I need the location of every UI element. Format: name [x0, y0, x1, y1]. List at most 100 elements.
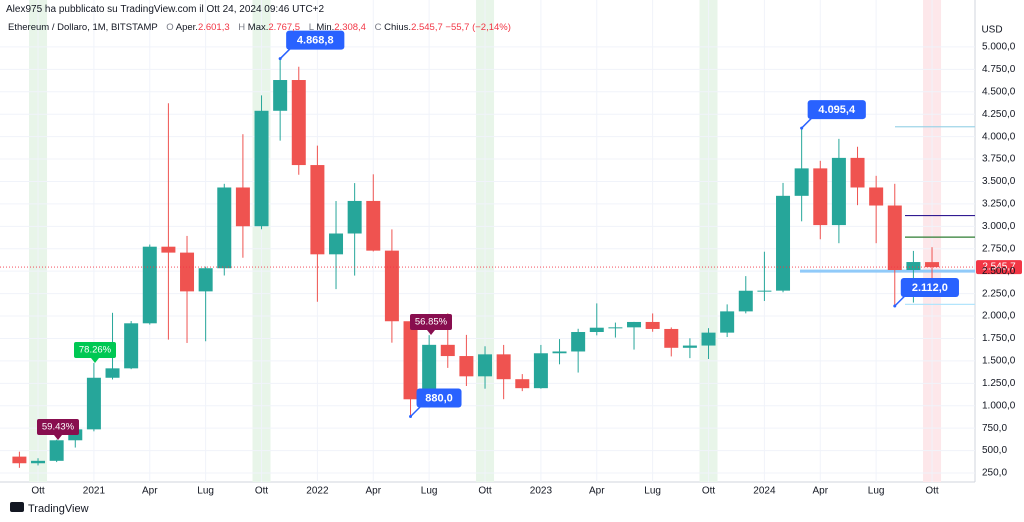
symbol: Ethereum / Dollaro, 1M, BITSTAMP [8, 22, 158, 33]
badge-pointer [91, 358, 99, 363]
callout-box [416, 388, 462, 408]
x-tick-label: Ott [255, 486, 269, 497]
candle-body [813, 168, 828, 226]
candle-body [720, 311, 735, 333]
badge-box [37, 419, 79, 435]
badge-pointer [54, 435, 62, 440]
candle-body [850, 157, 865, 188]
y-tick-label: 3.750,0 [982, 154, 1016, 165]
candle-body [198, 268, 213, 292]
candle-body [384, 250, 399, 322]
y-tick-label: 1.250,0 [982, 378, 1016, 389]
candle-body [869, 187, 884, 206]
badge-pointer [427, 330, 435, 335]
y-tick-label: 2.500,0 [982, 266, 1016, 277]
y-tick-label: 2.000,0 [982, 311, 1016, 322]
callout-pointer [894, 295, 906, 307]
value: 2.767,5 [268, 22, 301, 33]
candle-body [31, 460, 46, 464]
candle-body [701, 332, 716, 346]
x-tick-label: Ott [702, 486, 716, 497]
candle-body [831, 157, 846, 226]
x-tick-label: Lug [868, 486, 885, 497]
value: 2.545,7 [411, 22, 443, 33]
candle-body [235, 187, 250, 227]
badge-label: 59.43% [42, 422, 75, 433]
y-tick-label: 1.750,0 [982, 333, 1016, 344]
candle-body [366, 200, 381, 251]
value: 2.308,4 [334, 22, 366, 33]
y-tick-label: 750,0 [982, 423, 1007, 434]
x-tick-label: Apr [365, 486, 381, 497]
candle-body [478, 354, 493, 377]
x-tick-label: Ott [31, 486, 45, 497]
x-tick-label: Lug [421, 486, 438, 497]
callout-point [893, 304, 897, 308]
candle-body [403, 321, 418, 400]
candle-body [589, 327, 604, 333]
candle-body [105, 368, 120, 378]
candle-body [906, 262, 921, 271]
y-tick-label: 4.000,0 [982, 131, 1016, 142]
callout-pointer [409, 405, 422, 418]
candle-body [682, 345, 697, 348]
candle-body [12, 456, 27, 464]
callout-label: 2.112,0 [912, 282, 948, 294]
callout-box [807, 100, 866, 120]
candle-body [440, 344, 455, 357]
label: C [374, 22, 382, 33]
candle-body [273, 80, 288, 111]
change: −55,7 (−2,14%) [445, 22, 511, 33]
label: Max. [247, 22, 269, 33]
callout-label: 4.095,4 [818, 104, 856, 116]
y-tick-label: 3.250,0 [982, 199, 1016, 210]
header: Alex975 ha pubblicato su TradingView.com… [6, 4, 325, 15]
y-tick-label: 250,0 [982, 468, 1007, 479]
candle-body [627, 321, 642, 328]
candle-body [515, 379, 530, 389]
candle-body [776, 195, 791, 291]
callout-point [800, 126, 804, 130]
callout-label: 880,0 [425, 392, 453, 404]
candle-body [49, 440, 64, 461]
y-tick-label: 1.500,0 [982, 356, 1016, 367]
x-tick-label: 2022 [306, 486, 329, 497]
y-tick-label: 3.000,0 [982, 221, 1016, 232]
candle-body [180, 252, 195, 292]
candle-body [254, 110, 269, 227]
label: Aper. [175, 22, 198, 33]
candle-body [310, 165, 325, 255]
x-tick-label: Ott [925, 486, 939, 497]
badge-box [410, 314, 452, 330]
x-tick-label: 2024 [753, 486, 776, 497]
candle-body [571, 332, 586, 352]
label: O [166, 22, 174, 33]
callout-point [409, 415, 413, 419]
candle-body [738, 290, 753, 312]
candle-body [142, 246, 157, 324]
label: H [238, 22, 246, 33]
x-tick-label: Apr [812, 486, 828, 497]
value: 2.601,3 [197, 22, 230, 33]
candle-body [459, 356, 474, 377]
y-tick-label: 3.500,0 [982, 176, 1016, 187]
candle-body [664, 328, 679, 348]
candle-body [86, 377, 101, 430]
badge-box [74, 342, 116, 358]
candle-body [161, 246, 176, 253]
candle-body [887, 205, 902, 271]
candle-body [533, 353, 548, 389]
candle-body [757, 290, 772, 292]
levels [800, 126, 975, 305]
x-tick-label: Ott [478, 486, 492, 497]
candle-body [329, 233, 344, 255]
candle-body [217, 187, 232, 269]
y-tick-label: 2.250,0 [982, 288, 1016, 299]
label: L [308, 22, 314, 33]
candle-body [925, 262, 940, 268]
logo [10, 502, 24, 512]
y-tick-label: 500,0 [982, 445, 1007, 456]
candle-body [794, 168, 809, 196]
legend: Ethereum / Dollaro, 1M, BITSTAMP O Aper.… [8, 22, 511, 33]
